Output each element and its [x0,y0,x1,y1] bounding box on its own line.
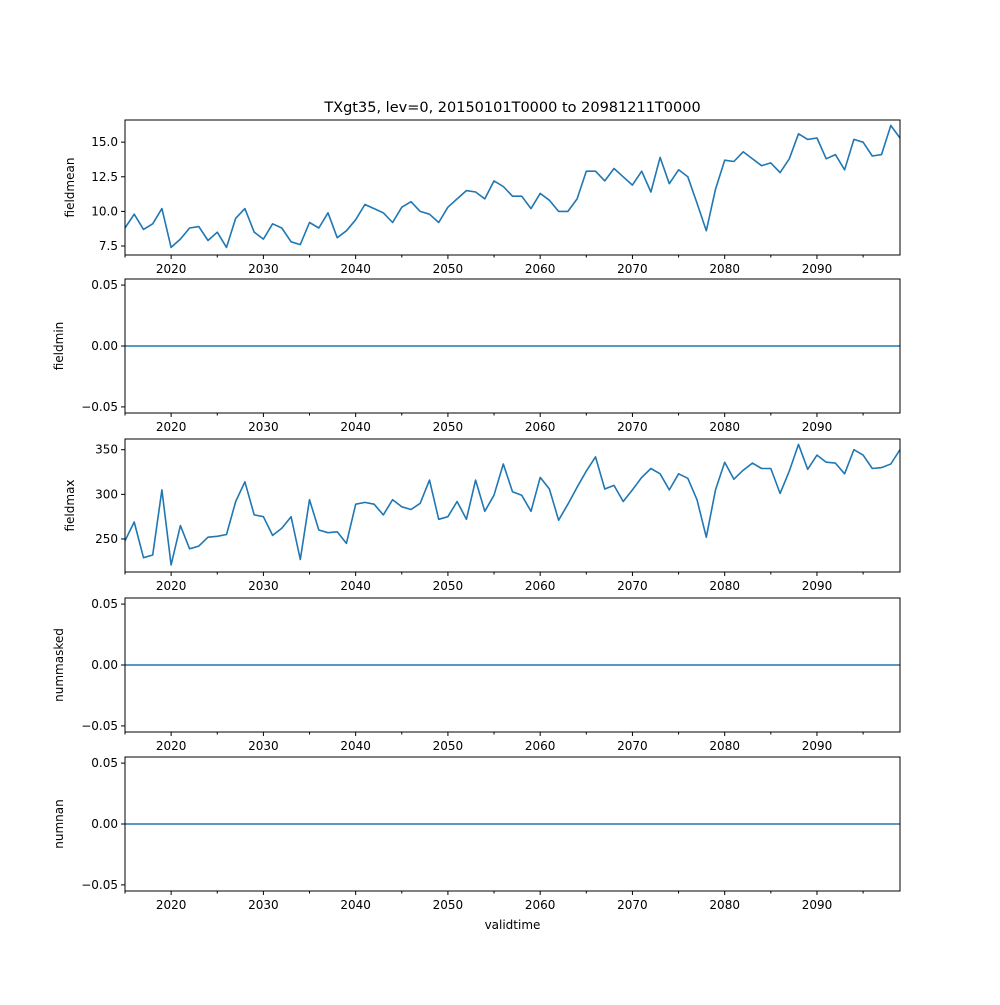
x-tick-label: 2020 [156,262,187,276]
x-tick-label: 2060 [525,579,556,593]
y-tick-label: 250 [95,532,118,546]
y-tick-label: 12.5 [91,170,118,184]
y-tick-label: 0.05 [91,278,118,292]
y-tick-label: 0.00 [91,817,118,831]
y-tick-label: 7.5 [99,239,118,253]
x-tick-label: 2030 [248,739,279,753]
x-tick-label: 2030 [248,579,279,593]
x-tick-label: 2040 [340,739,371,753]
y-axis-label: fieldmin [52,322,66,371]
x-tick-label: 2050 [433,579,464,593]
x-tick-label: 2090 [802,579,833,593]
panel-fieldmax: 250 300 350 2020 2030 2040 2050 2060 2070 2080 209… [63,438,901,593]
y-tick-label: 0.05 [91,597,118,611]
x-tick-label: 2070 [617,898,648,912]
y-axis-label: nummasked [52,628,66,702]
panel-numnan: −0.05 0.00 0.05 2020 2030 2040 2050 2060 2070 208… [52,756,901,932]
x-tick-label: 2090 [802,739,833,753]
x-tick-label: 2060 [525,739,556,753]
y-tick-label: 15.0 [91,135,118,149]
x-tick-label: 2030 [248,262,279,276]
x-axis-label: validtime [485,918,541,932]
x-tick-label: 2070 [617,579,648,593]
x-tick-label: 2090 [802,898,833,912]
x-tick-label: 2050 [433,420,464,434]
x-tick-label: 2050 [433,739,464,753]
x-tick-label: 2060 [525,898,556,912]
y-tick-label: −0.05 [81,719,118,733]
axes-frame [124,119,901,256]
x-tick-label: 2020 [156,420,187,434]
x-tick-label: 2020 [156,898,187,912]
x-tick-label: 2020 [156,579,187,593]
y-tick-label: −0.05 [81,878,118,892]
x-tick-label: 2040 [340,262,371,276]
x-tick-label: 2040 [340,420,371,434]
axes-frame [124,438,901,573]
x-tick-label: 2080 [709,739,740,753]
panel-nummasked: −0.05 0.00 0.05 2020 2030 2040 2050 2060 2070 208… [52,597,901,753]
x-tick-label: 2080 [709,579,740,593]
x-tick-label: 2070 [617,739,648,753]
x-tick-label: 2070 [617,420,648,434]
panel-fieldmin: −0.05 0.00 0.05 2020 2030 2040 2050 2060 2070 208… [52,278,901,434]
series-line-fieldmax [124,443,901,566]
series-line-fieldmean [124,124,901,249]
x-tick-label: 2060 [525,262,556,276]
x-tick-label: 2030 [248,898,279,912]
y-tick-label: 10.0 [91,204,118,218]
y-tick-label: 350 [95,443,118,457]
y-tick-label: 0.00 [91,658,118,672]
x-tick-label: 2080 [709,420,740,434]
x-tick-label: 2050 [433,262,464,276]
x-tick-label: 2020 [156,739,187,753]
x-tick-label: 2030 [248,420,279,434]
x-tick-label: 2040 [340,898,371,912]
panel-fieldmean: 7.5 10.0 12.5 15.0 2020 2030 2040 2050 2060 2070 2… [63,100,901,276]
x-tick-label: 2050 [433,898,464,912]
chart-title: TXgt35, lev=0, 20150101T0000 to 20981211… [323,100,700,116]
y-axis-label: fieldmean [63,158,77,218]
x-tick-label: 2090 [802,420,833,434]
x-tick-label: 2040 [340,579,371,593]
y-axis-label: numnan [52,799,66,848]
y-axis-label: fieldmax [63,479,77,531]
x-tick-label: 2070 [617,262,648,276]
y-tick-label: 0.00 [91,339,118,353]
x-tick-label: 2080 [709,898,740,912]
x-tick-label: 2060 [525,420,556,434]
y-tick-label: −0.05 [81,400,118,414]
x-tick-label: 2080 [709,262,740,276]
x-tick-label: 2090 [802,262,833,276]
y-tick-label: 0.05 [91,756,118,770]
y-tick-label: 300 [95,487,118,501]
